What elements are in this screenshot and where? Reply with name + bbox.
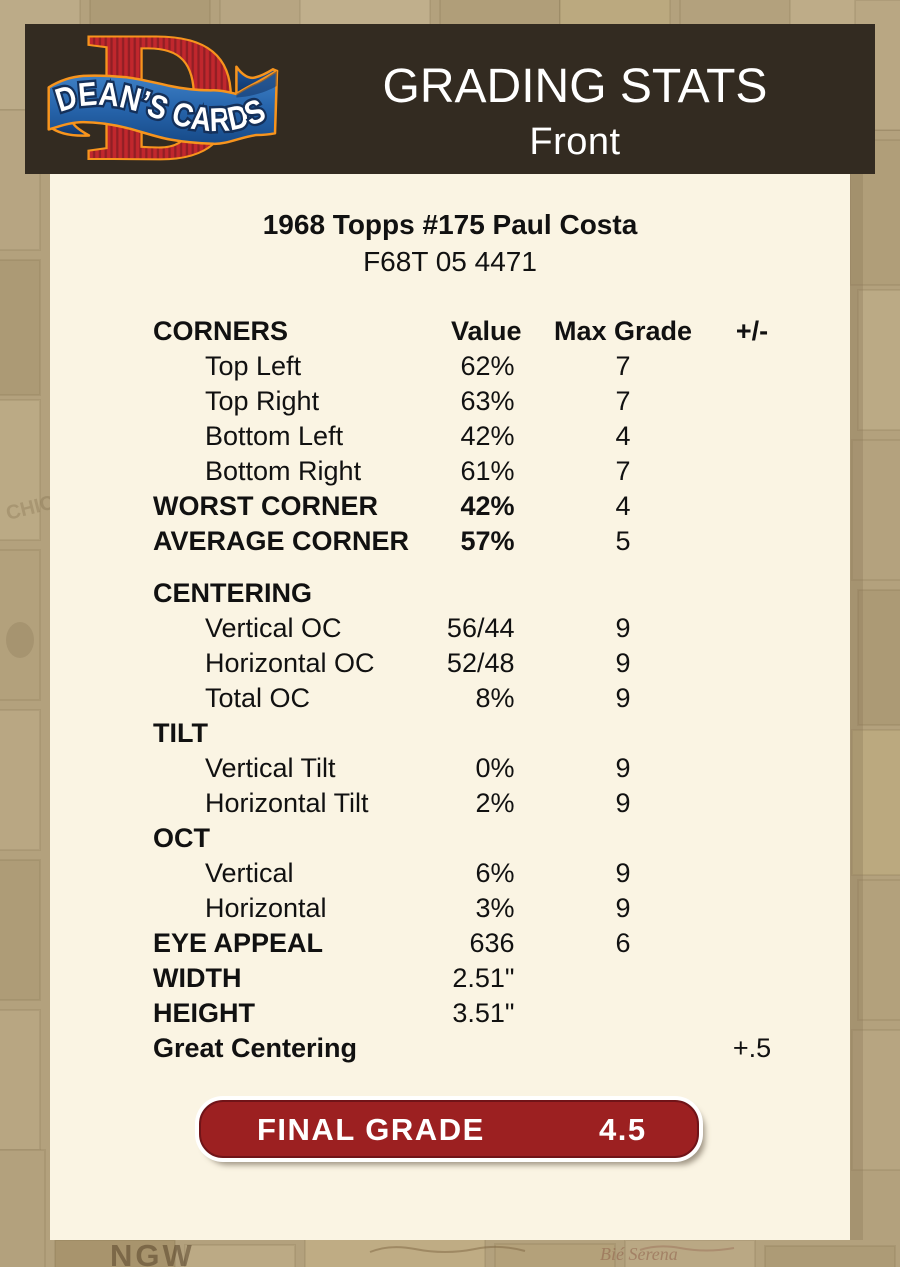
svg-text:NGW: NGW xyxy=(110,1238,195,1267)
svg-text:Bié Serena: Bié Serena xyxy=(600,1244,678,1264)
